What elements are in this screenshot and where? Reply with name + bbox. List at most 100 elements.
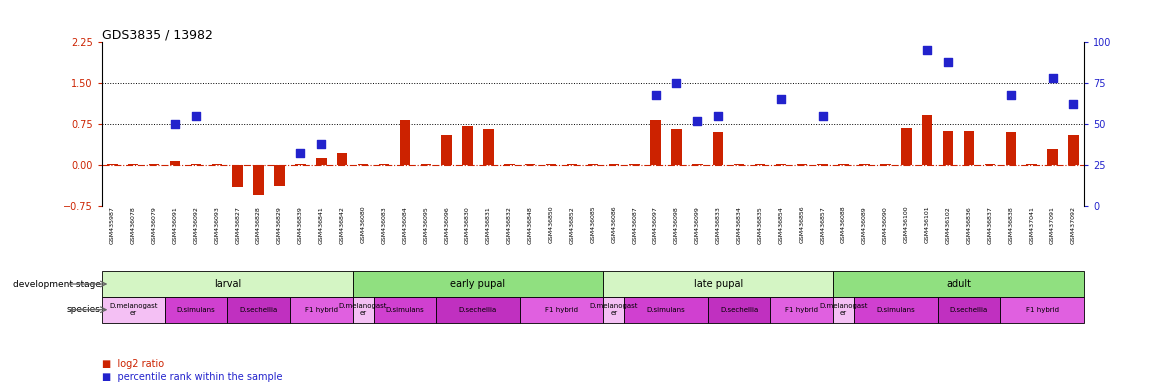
Text: D.sechellia: D.sechellia [459, 307, 497, 313]
Text: GSM436101: GSM436101 [925, 206, 930, 243]
Bar [274, 165, 285, 185]
Point [813, 113, 831, 119]
Bar [545, 164, 556, 165]
Bar [520, 297, 603, 323]
Point [939, 59, 958, 65]
Text: GSM436096: GSM436096 [445, 206, 449, 243]
Text: GSM436085: GSM436085 [591, 206, 595, 243]
Point [1064, 101, 1083, 108]
Bar [483, 129, 493, 165]
Bar [295, 164, 306, 165]
Bar [776, 164, 786, 165]
Text: species: species [67, 305, 101, 314]
Text: early pupal: early pupal [450, 279, 506, 289]
Bar [164, 297, 227, 323]
Point [918, 47, 937, 53]
Point [166, 121, 184, 127]
Text: GSM436842: GSM436842 [339, 206, 345, 243]
Bar [818, 164, 828, 165]
Text: GSM436836: GSM436836 [967, 206, 972, 243]
Bar [525, 164, 535, 165]
Bar [943, 131, 953, 165]
Text: GSM436850: GSM436850 [549, 206, 554, 243]
Text: F1 hybrid: F1 hybrid [545, 307, 578, 313]
Point [646, 91, 665, 98]
Text: GDS3835 / 13982: GDS3835 / 13982 [102, 28, 213, 41]
Bar [437, 297, 520, 323]
Bar [337, 153, 347, 165]
Text: GSM436829: GSM436829 [277, 206, 283, 243]
Bar [1068, 135, 1078, 165]
Bar [603, 297, 624, 323]
Bar [708, 297, 770, 323]
Bar [859, 164, 870, 165]
Point [688, 118, 706, 124]
Text: development stage: development stage [13, 280, 101, 288]
Bar [587, 164, 599, 165]
Text: D.melanogast
er: D.melanogast er [820, 303, 867, 316]
Bar [420, 164, 431, 165]
Text: GSM436838: GSM436838 [1009, 206, 1013, 243]
Bar [838, 164, 849, 165]
Text: GSM436099: GSM436099 [695, 206, 699, 243]
Text: GSM436848: GSM436848 [528, 206, 533, 243]
Text: GSM436833: GSM436833 [716, 206, 720, 243]
Bar [938, 297, 1001, 323]
Text: F1 hybrid: F1 hybrid [785, 307, 819, 313]
Text: D.melanogast
er: D.melanogast er [589, 303, 638, 316]
Text: GSM436841: GSM436841 [318, 206, 324, 243]
Text: F1 hybrid: F1 hybrid [305, 307, 338, 313]
Bar [462, 126, 472, 165]
Text: GSM436093: GSM436093 [214, 206, 219, 243]
Text: D.melanogast
er: D.melanogast er [339, 303, 387, 316]
Bar [400, 120, 410, 165]
Bar [170, 161, 181, 165]
Bar [833, 271, 1084, 297]
Text: GSM436095: GSM436095 [424, 206, 428, 243]
Bar [672, 129, 682, 165]
Point [667, 80, 686, 86]
Bar [984, 164, 995, 165]
Text: GSM436834: GSM436834 [736, 206, 741, 243]
Text: GSM437091: GSM437091 [1050, 206, 1055, 243]
Bar [290, 297, 353, 323]
Text: GSM435987: GSM435987 [110, 206, 115, 243]
Text: GSM437092: GSM437092 [1071, 206, 1076, 244]
Bar [713, 132, 724, 165]
Text: GSM436835: GSM436835 [757, 206, 762, 243]
Text: late pupal: late pupal [694, 279, 743, 289]
Text: D.simulans: D.simulans [877, 307, 915, 313]
Bar [692, 164, 703, 165]
Bar [353, 271, 603, 297]
Text: GSM436830: GSM436830 [466, 206, 470, 243]
Bar [149, 164, 160, 165]
Bar [227, 297, 290, 323]
Point [771, 96, 790, 103]
Text: GSM436102: GSM436102 [946, 206, 951, 243]
Bar [797, 164, 807, 165]
Bar [129, 164, 139, 165]
Text: GSM436831: GSM436831 [486, 206, 491, 243]
Text: GSM436832: GSM436832 [507, 206, 512, 243]
Text: GSM436091: GSM436091 [173, 206, 177, 243]
Text: D.sechellia: D.sechellia [240, 307, 278, 313]
Point [1043, 75, 1062, 81]
Bar [358, 164, 368, 165]
Text: ■  log2 ratio: ■ log2 ratio [102, 359, 164, 369]
Text: D.sechellia: D.sechellia [950, 307, 988, 313]
Point [709, 113, 727, 119]
Bar [102, 297, 164, 323]
Bar [833, 297, 855, 323]
Bar [316, 158, 327, 165]
Text: GSM436079: GSM436079 [152, 206, 156, 243]
Text: D.simulans: D.simulans [176, 307, 215, 313]
Bar [734, 164, 745, 165]
Text: GSM436100: GSM436100 [903, 206, 909, 243]
Text: GSM436084: GSM436084 [402, 206, 408, 243]
Bar [770, 297, 833, 323]
Bar [566, 164, 577, 165]
Bar [504, 164, 514, 165]
Bar [254, 165, 264, 195]
Text: GSM436089: GSM436089 [862, 206, 867, 243]
Text: GSM436097: GSM436097 [653, 206, 658, 243]
